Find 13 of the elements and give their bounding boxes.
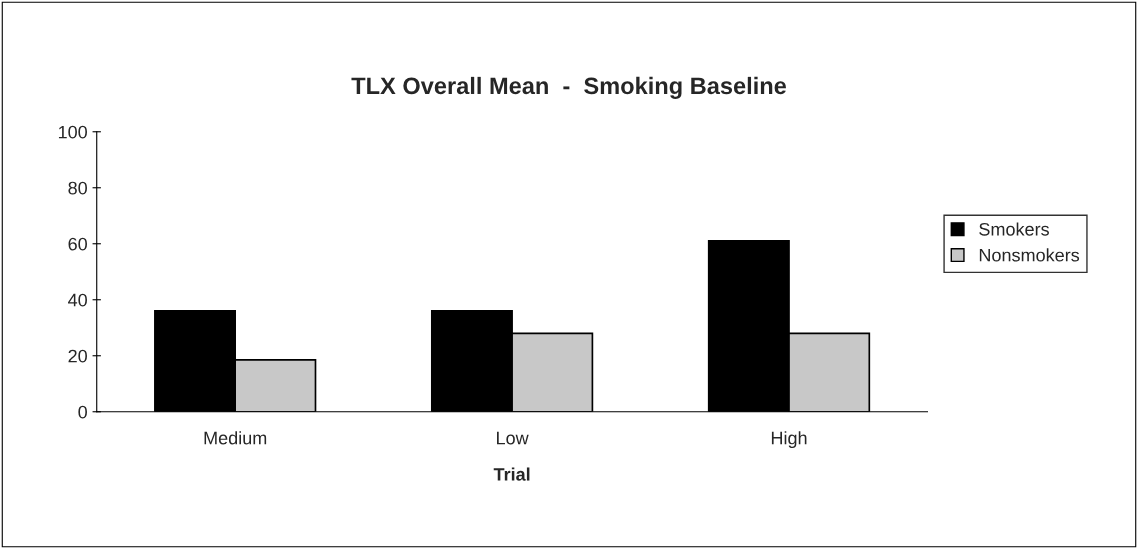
x-axis-title: Trial [493,467,530,481]
y-tick-label: 40 [68,293,87,307]
x-tick-label: Medium [204,431,267,445]
legend-label: Nonsmokers [979,248,1080,262]
y-tick-label: 60 [68,237,87,251]
legend-label: Smokers [979,222,1049,236]
y-tick-label: 0 [78,405,87,419]
chart-title: TLX Overall Mean - Smoking Baseline [351,76,787,99]
x-tick-label: High [771,431,807,449]
y-tick-label: 80 [68,181,87,195]
y-tick-label: 100 [58,125,87,139]
x-tick-label: Low [497,431,529,445]
y-tick-label: 20 [68,349,87,363]
